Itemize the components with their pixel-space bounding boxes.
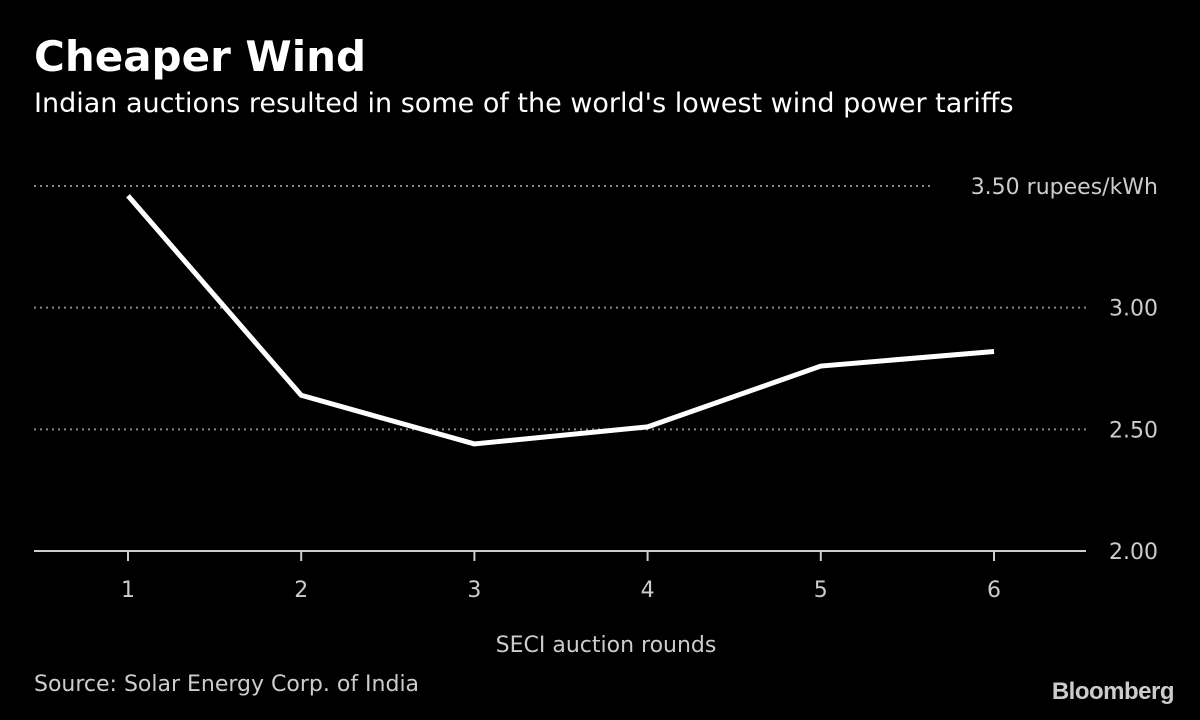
x-tick-label: 5 [814,578,828,603]
chart-subtitle: Indian auctions resulted in some of the … [34,88,1014,119]
x-tick-label: 3 [467,578,481,603]
y-tick-label: 3.50 rupees/kWh [971,175,1158,200]
y-tick-label: 2.00 [1109,540,1158,565]
y-tick-label: 3.00 [1109,297,1158,322]
x-axis-tick-labels: 1 2 3 4 5 6 [121,578,1001,603]
x-axis [34,550,1086,561]
x-tick-label: 6 [987,578,1001,603]
x-tick-label: 1 [121,578,135,603]
x-tick-label: 4 [641,578,655,603]
x-axis-title: SECI auction rounds [496,633,717,658]
y-axis-tick-labels: 2.00 2.50 3.00 3.50 rupees/kWh [971,175,1158,565]
chart-title: Cheaper Wind [34,32,367,81]
gridlines [34,185,1086,431]
bloomberg-logo: Bloomberg [1051,678,1175,705]
x-tick-label: 2 [294,578,308,603]
source-note: Source: Solar Energy Corp. of India [34,672,420,697]
series-line-wind-tariff [126,194,995,447]
series-layer [126,194,995,447]
y-tick-label: 2.50 [1109,418,1158,443]
